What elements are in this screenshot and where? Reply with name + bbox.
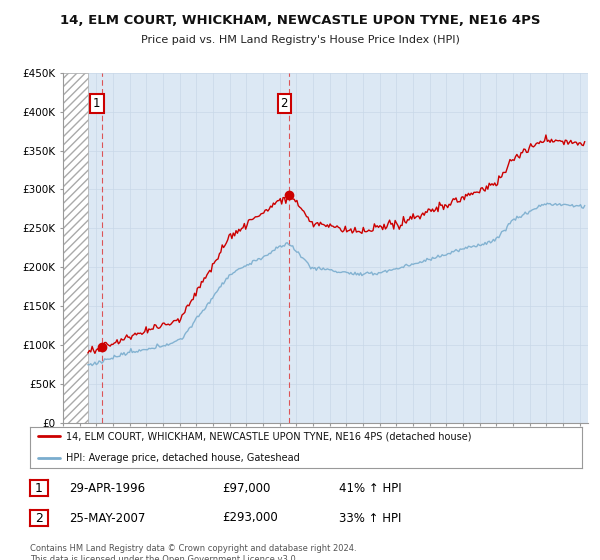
Text: 1: 1: [93, 97, 101, 110]
Text: 1: 1: [35, 482, 43, 495]
Bar: [63, 73, 88, 423]
Text: 14, ELM COURT, WHICKHAM, NEWCASTLE UPON TYNE, NE16 4PS (detached house): 14, ELM COURT, WHICKHAM, NEWCASTLE UPON …: [66, 431, 472, 441]
Text: HPI: Average price, detached house, Gateshead: HPI: Average price, detached house, Gate…: [66, 452, 299, 463]
Text: 33% ↑ HPI: 33% ↑ HPI: [339, 511, 401, 525]
Text: 25-MAY-2007: 25-MAY-2007: [69, 511, 145, 525]
Text: Price paid vs. HM Land Registry's House Price Index (HPI): Price paid vs. HM Land Registry's House …: [140, 35, 460, 45]
Text: £97,000: £97,000: [222, 482, 271, 495]
Text: 14, ELM COURT, WHICKHAM, NEWCASTLE UPON TYNE, NE16 4PS: 14, ELM COURT, WHICKHAM, NEWCASTLE UPON …: [60, 14, 540, 27]
Text: 41% ↑ HPI: 41% ↑ HPI: [339, 482, 401, 495]
Text: 2: 2: [281, 97, 288, 110]
Text: 2: 2: [35, 511, 43, 525]
Text: £293,000: £293,000: [222, 511, 278, 525]
Text: Contains HM Land Registry data © Crown copyright and database right 2024.
This d: Contains HM Land Registry data © Crown c…: [30, 544, 356, 560]
Text: 29-APR-1996: 29-APR-1996: [69, 482, 145, 495]
